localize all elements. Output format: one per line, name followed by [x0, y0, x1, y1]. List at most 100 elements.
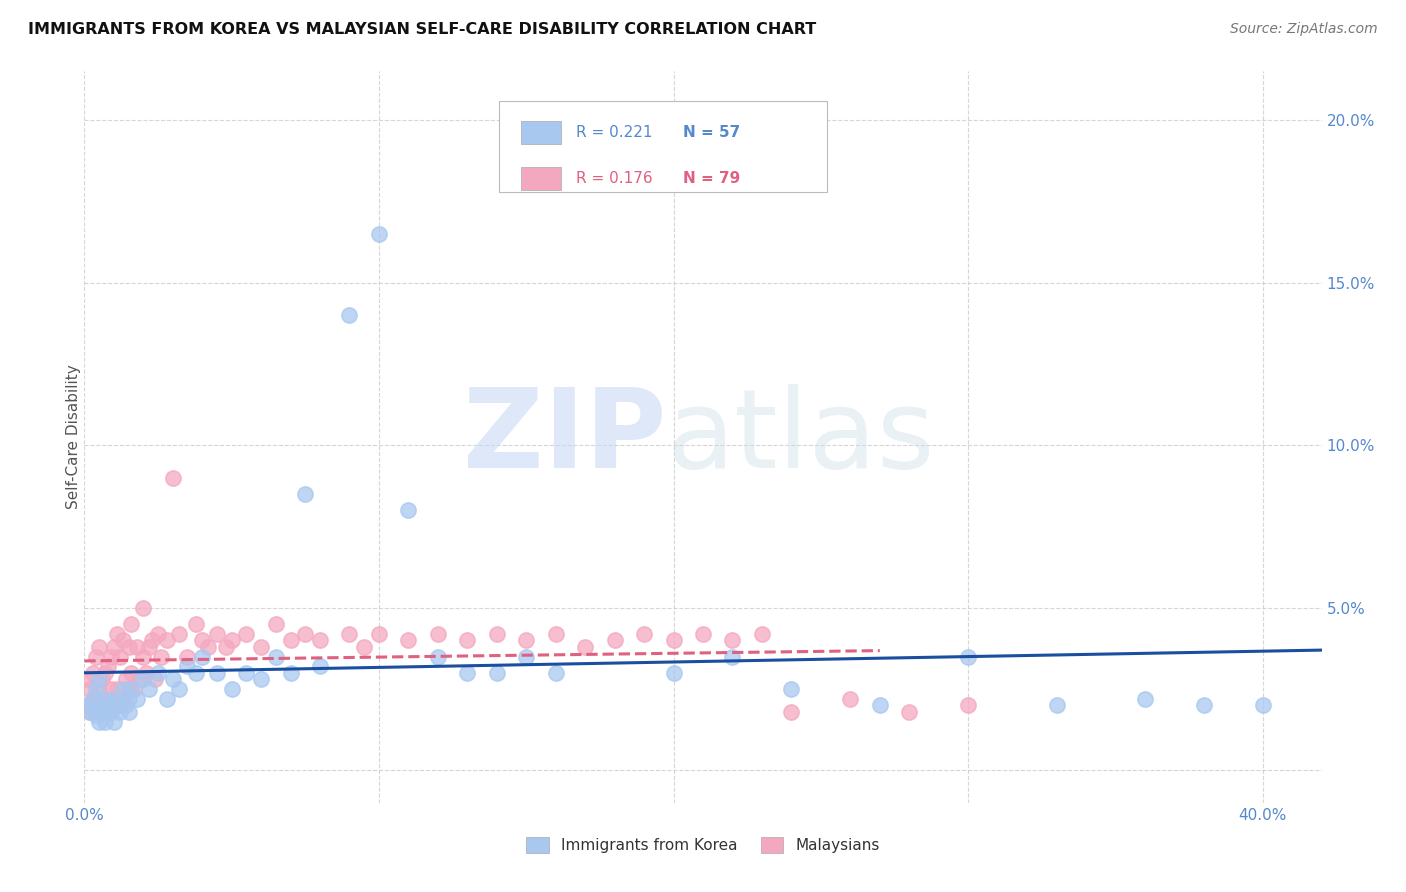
Point [1045, 698, 1067, 713]
Point [91, 673, 114, 687]
Point [132, 673, 155, 687]
Point [205, 665, 228, 680]
Point [103, 714, 125, 729]
Point [162, 471, 184, 485]
Point [839, 691, 862, 706]
Text: Source: ZipAtlas.com: Source: ZipAtlas.com [1230, 22, 1378, 37]
Point [294, 487, 316, 501]
Point [264, 617, 287, 632]
Point [957, 698, 980, 713]
Point [76, 698, 98, 713]
Point [84, 698, 107, 713]
Point [91, 698, 114, 713]
Point [76, 673, 98, 687]
Point [633, 626, 655, 640]
Point [94, 691, 117, 706]
Point [544, 626, 567, 640]
Point [121, 617, 143, 632]
Point [662, 633, 685, 648]
Point [79, 705, 101, 719]
Point [91, 705, 114, 719]
Point [79, 681, 101, 696]
Point [108, 705, 131, 719]
Point [456, 633, 478, 648]
Point [186, 665, 208, 680]
Text: R = 0.176: R = 0.176 [575, 171, 652, 186]
Point [235, 665, 257, 680]
Point [87, 673, 110, 687]
Point [250, 640, 273, 654]
Point [957, 649, 980, 664]
Point [114, 673, 136, 687]
Point [76, 698, 98, 713]
Point [108, 698, 131, 713]
Point [87, 705, 110, 719]
Point [149, 649, 172, 664]
Point [132, 649, 155, 664]
Point [250, 673, 273, 687]
Point [264, 649, 287, 664]
Text: N = 79: N = 79 [683, 171, 741, 186]
Point [162, 673, 184, 687]
Point [294, 626, 316, 640]
Point [339, 308, 361, 322]
Point [176, 659, 198, 673]
Point [221, 633, 243, 648]
Point [156, 633, 179, 648]
Point [309, 633, 332, 648]
Point [309, 659, 332, 673]
Legend: Immigrants from Korea, Malaysians: Immigrants from Korea, Malaysians [519, 830, 887, 861]
Point [127, 691, 149, 706]
Text: atlas: atlas [666, 384, 935, 491]
Point [146, 626, 169, 640]
Point [111, 681, 134, 696]
Point [84, 708, 107, 723]
Point [780, 705, 803, 719]
Text: ZIP: ZIP [463, 384, 666, 491]
Point [456, 665, 478, 680]
Point [544, 665, 567, 680]
Point [84, 681, 107, 696]
Point [117, 705, 139, 719]
Point [117, 640, 139, 654]
Point [692, 626, 714, 640]
Point [368, 626, 391, 640]
Point [143, 673, 166, 687]
Point [103, 640, 125, 654]
Point [121, 681, 143, 696]
Point [94, 691, 117, 706]
Point [111, 633, 134, 648]
Point [156, 691, 179, 706]
Point [721, 649, 744, 664]
FancyBboxPatch shape [522, 167, 561, 190]
Point [515, 633, 537, 648]
Point [97, 705, 120, 719]
Point [94, 714, 117, 729]
Point [87, 640, 110, 654]
Point [396, 503, 419, 517]
Point [368, 227, 391, 241]
Point [191, 649, 214, 664]
Point [87, 714, 110, 729]
Point [111, 691, 134, 706]
Point [94, 665, 117, 680]
Point [105, 681, 128, 696]
Point [103, 691, 125, 706]
Point [721, 633, 744, 648]
Point [135, 665, 157, 680]
Point [221, 681, 243, 696]
Y-axis label: Self-Care Disability: Self-Care Disability [66, 365, 80, 509]
Point [515, 649, 537, 664]
Point [485, 626, 508, 640]
Point [103, 691, 125, 706]
Point [87, 681, 110, 696]
Point [117, 681, 139, 696]
Point [1133, 691, 1156, 706]
Point [751, 626, 773, 640]
Point [167, 626, 190, 640]
Point [235, 626, 257, 640]
Point [82, 691, 104, 706]
Point [141, 633, 163, 648]
Point [84, 649, 107, 664]
Point [100, 649, 122, 664]
